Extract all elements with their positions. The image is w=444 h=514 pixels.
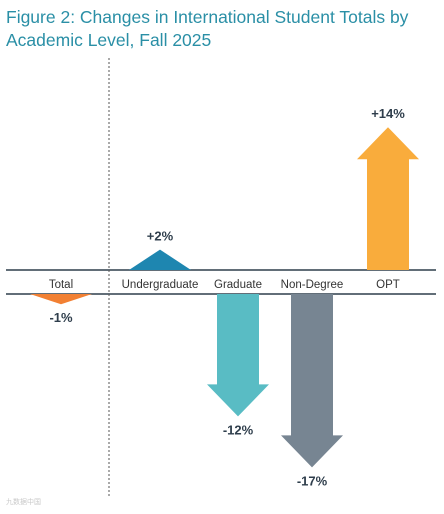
arrow-graduate [207, 294, 269, 417]
chart-marks: Total -1% Undergraduate +2% Graduate -12% Non-… [30, 106, 419, 488]
arrow-total [30, 294, 92, 305]
data-label-non-degree: -17% [297, 473, 328, 488]
category-label-graduate: Graduate [214, 279, 262, 291]
arrow-undergraduate [129, 249, 191, 270]
chart-title: Figure 2: Changes in International Stude… [6, 7, 409, 50]
watermark: 九数据中国 [6, 498, 41, 506]
data-label-opt: +14% [371, 106, 405, 121]
data-label-undergraduate: +2% [147, 229, 174, 244]
arrow-non-degree [281, 294, 343, 468]
category-label-non-degree: Non-Degree [281, 279, 344, 291]
category-label-undergraduate: Undergraduate [122, 279, 199, 291]
category-label-total: Total [49, 279, 73, 291]
data-label-total: -1% [49, 310, 73, 325]
category-label-opt: OPT [376, 279, 400, 291]
arrow-opt [357, 127, 419, 270]
data-label-graduate: -12% [223, 422, 254, 437]
